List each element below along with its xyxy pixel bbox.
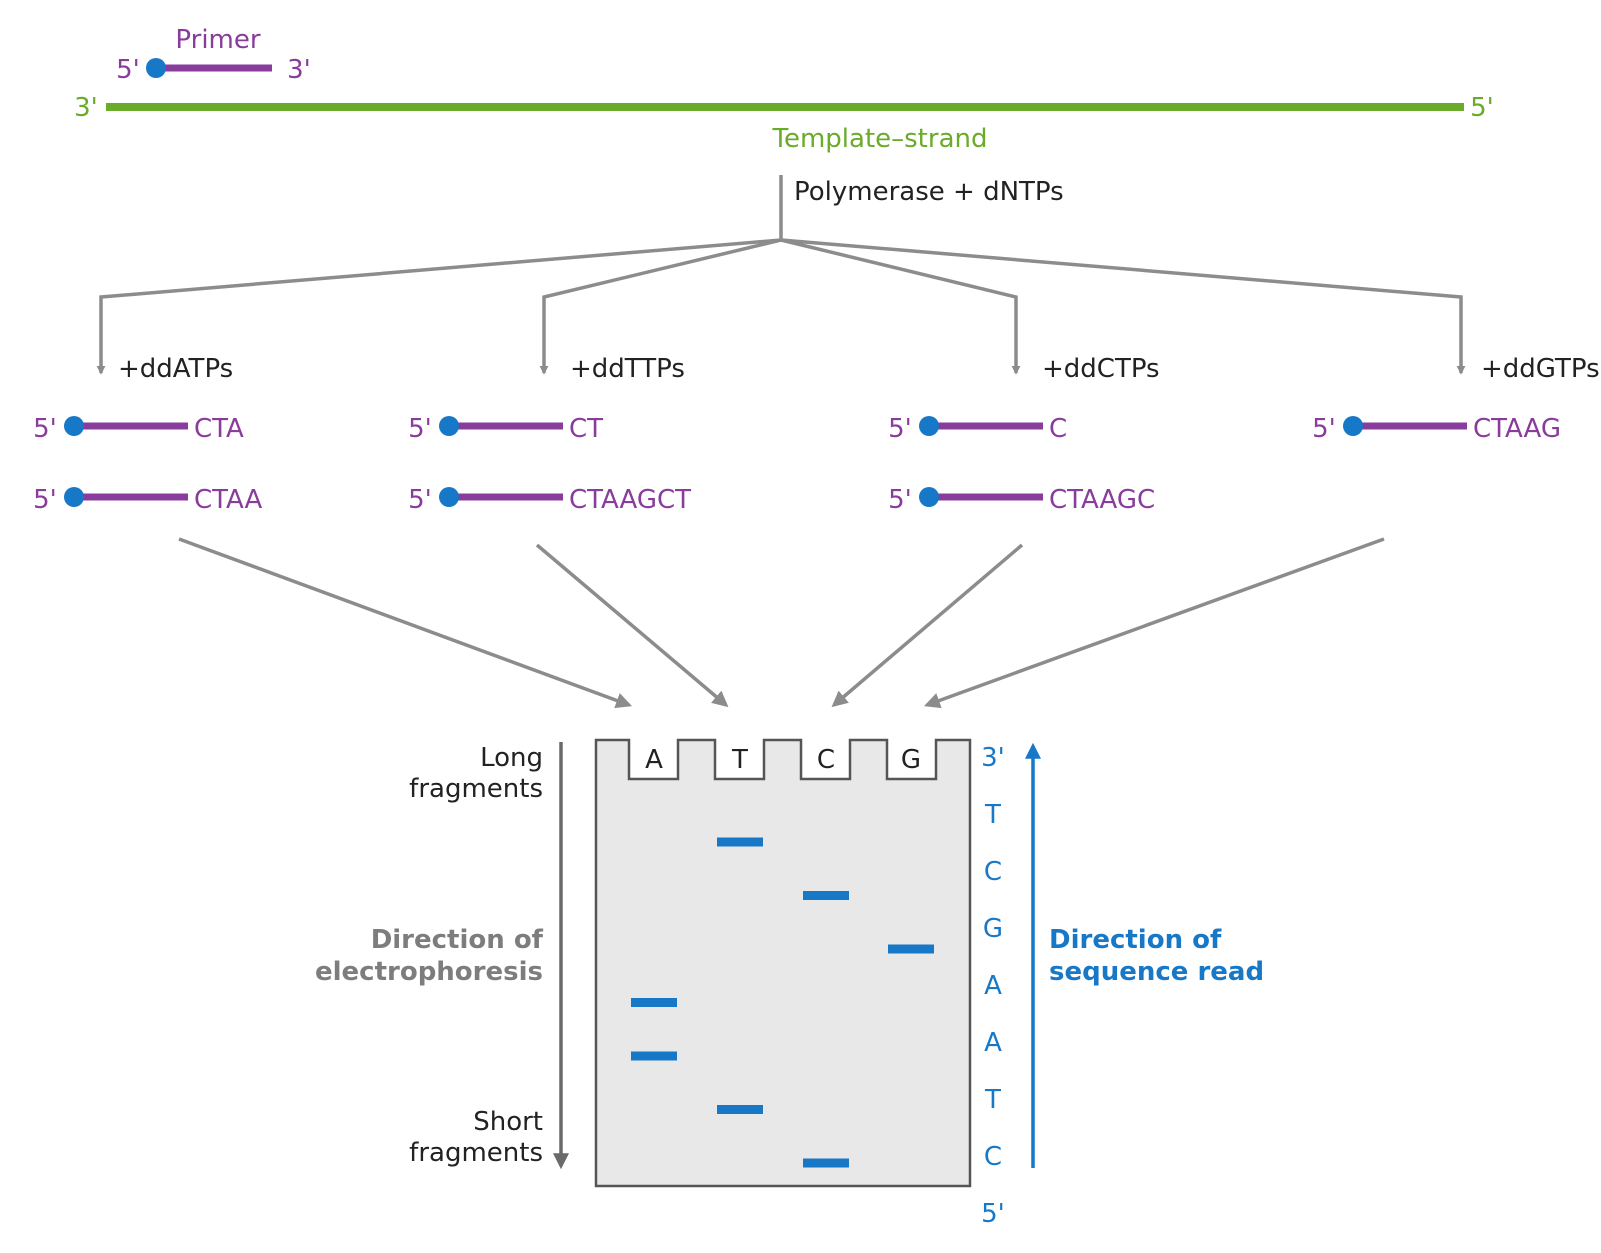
fragment-5prime-dot (64, 487, 84, 507)
fragment-5prime-dot (919, 487, 939, 507)
load-arrow-t (535, 543, 729, 708)
fragment-sequence: CT (569, 414, 603, 444)
fragment-5prime-label: 5' (33, 485, 57, 515)
fragment-5prime-dot (919, 416, 939, 436)
fragment-group-g: 5' CTAAG (1312, 414, 1561, 444)
polymerase-branch: Polymerase + dNTPs (96, 175, 1466, 375)
branch-arrow-t (539, 238, 782, 375)
load-arrow-g (923, 537, 1385, 709)
gel-band-g (888, 944, 934, 954)
short-fragments-line2: fragments (409, 1138, 543, 1168)
long-fragments-line2: fragments (409, 774, 543, 804)
read-base: T (984, 1085, 1001, 1115)
gel-band-a (631, 998, 677, 1007)
fragment-sequence: CTAA (194, 485, 263, 515)
read-direction-label-line2: sequence read (1049, 957, 1264, 987)
read-base: A (984, 971, 1002, 1001)
fragment-sequence: CTA (194, 414, 244, 444)
gel-band-c (803, 1158, 849, 1168)
fragment-sequence: CTAAGC (1049, 485, 1155, 515)
fragment-5prime-label: 5' (408, 485, 432, 515)
gel-band-c (803, 891, 849, 900)
primer-3prime-label: 3' (287, 55, 311, 85)
gel-bands (631, 837, 934, 1168)
fragment-group-t: 5' CT 5' CTAAGCT (408, 414, 691, 515)
fragment-group-a: 5' CTA 5' CTAA (33, 414, 262, 515)
primer: Primer 5' 3' (116, 25, 311, 85)
read-3prime-label: 3' (981, 743, 1005, 773)
reagent-label-t: +ddTTPs (570, 354, 685, 384)
fragment-5prime-label: 5' (33, 414, 57, 444)
primer-5prime-label: 5' (116, 55, 140, 85)
fragment-5prime-dot (1343, 416, 1363, 436)
branch-arrow-c (780, 238, 1021, 375)
primer-5prime-dot (146, 58, 166, 78)
read-base: A (984, 1028, 1002, 1058)
reagent-label-g: +ddGTPs (1481, 354, 1600, 384)
lane-label-c: C (817, 745, 835, 775)
template-strand: 3' 5' Template–strand (74, 93, 1494, 154)
fragment-5prime-label: 5' (888, 414, 912, 444)
short-fragments-line1: Short (473, 1107, 543, 1137)
lane-label-a: A (645, 745, 663, 775)
gel: A T C G (594, 738, 972, 1188)
electrophoresis-label-line2: electrophoresis (315, 957, 543, 987)
fragment-5prime-dot (439, 416, 459, 436)
gel-band-t (717, 1105, 763, 1114)
gel-loading-arrows (178, 537, 1385, 709)
branch-arrow-g (780, 238, 1466, 375)
read-base: T (984, 800, 1001, 830)
template-strand-label: Template–strand (772, 124, 988, 154)
fragment-5prime-dot (439, 487, 459, 507)
gel-band-t (717, 837, 763, 847)
primer-label: Primer (175, 25, 260, 55)
read-5prime-label: 5' (981, 1199, 1005, 1229)
fragment-5prime-dot (64, 416, 84, 436)
read-base: C (984, 857, 1002, 887)
reagent-label-c: +ddCTPs (1042, 354, 1160, 384)
gel-body (594, 738, 972, 1188)
read-direction-label-line1: Direction of (1049, 925, 1222, 955)
fragment-sequence: CTAAGCT (569, 485, 691, 515)
lane-label-g: G (901, 745, 921, 775)
reagent-label-a: +ddATPs (118, 354, 233, 384)
fragment-group-c: 5' C 5' CTAAGC (888, 414, 1155, 515)
electrophoresis-label-line1: Direction of (371, 925, 544, 955)
long-fragments-line1: Long (480, 743, 543, 773)
template-3prime-label: 3' (74, 93, 98, 123)
fragment-5prime-label: 5' (888, 485, 912, 515)
template-5prime-label: 5' (1470, 93, 1494, 123)
fragment-sequence: CTAAG (1473, 414, 1561, 444)
load-arrow-a (178, 537, 633, 709)
branch-arrow-a (96, 238, 782, 375)
polymerase-label: Polymerase + dNTPs (794, 177, 1064, 207)
fragment-5prime-label: 5' (1312, 414, 1336, 444)
electrophoresis-direction: Long fragments Direction of electrophore… (315, 742, 569, 1170)
load-arrow-c (831, 543, 1024, 708)
lane-label-t: T (731, 745, 748, 775)
fragment-5prime-label: 5' (408, 414, 432, 444)
fragment-sequence: C (1049, 414, 1067, 444)
sequence-read: 3' T C G A A T C 5' Direction of sequenc… (981, 742, 1264, 1229)
gel-band-a (631, 1051, 677, 1061)
read-base: G (983, 914, 1003, 944)
read-base: C (984, 1142, 1002, 1172)
